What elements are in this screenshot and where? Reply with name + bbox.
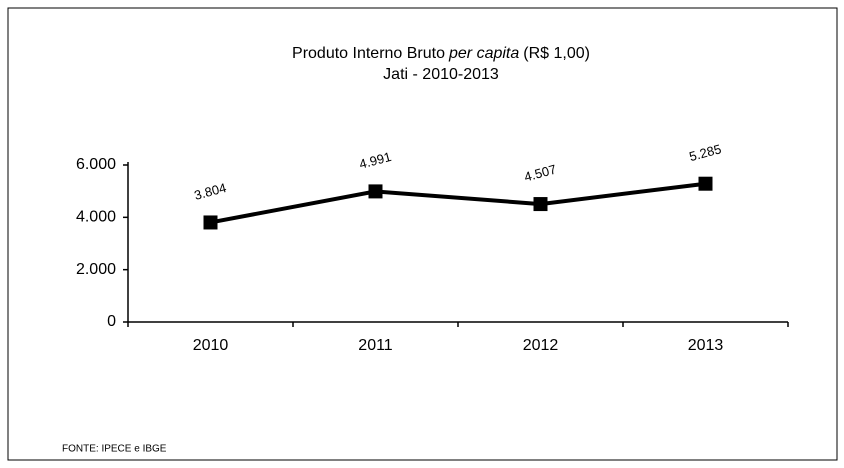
title-part: Produto Interno Bruto (292, 45, 445, 62)
source-note: FONTE: IPECE e IBGE (62, 444, 167, 455)
x-tick-label: 2011 (358, 337, 393, 354)
marker (368, 184, 383, 199)
x-tick-label: 2013 (688, 337, 724, 354)
marker (533, 197, 548, 212)
chart-subtitle: Jati - 2010-2013 (383, 66, 499, 83)
marker (203, 215, 218, 230)
x-tick-label: 2012 (523, 337, 559, 354)
chart-title: Produto Interno Bruto per capita (R$ 1,00) (292, 45, 590, 62)
line (210, 181, 706, 225)
y-tick-label: 2.000 (76, 261, 116, 278)
y-tick-label: 0 (107, 313, 116, 330)
x-tick-label: 2010 (193, 337, 229, 354)
y-tick-label: 4.000 (76, 209, 116, 226)
marker (698, 176, 713, 191)
title-part: (R$ 1,00) (523, 45, 590, 62)
title-part: per capita (448, 45, 519, 62)
chart-frame (7, 7, 838, 461)
y-tick-label: 6.000 (76, 156, 116, 173)
